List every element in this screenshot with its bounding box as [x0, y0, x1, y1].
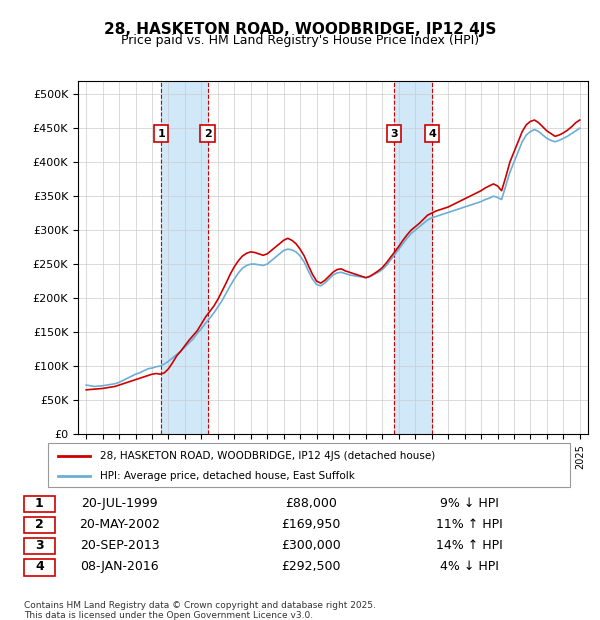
Text: 20-MAY-2002: 20-MAY-2002: [79, 518, 160, 531]
Text: 4% ↓ HPI: 4% ↓ HPI: [440, 560, 499, 574]
Text: 11% ↑ HPI: 11% ↑ HPI: [436, 518, 503, 531]
Text: 4: 4: [35, 560, 44, 574]
Text: 28, HASKETON ROAD, WOODBRIDGE, IP12 4JS (detached house): 28, HASKETON ROAD, WOODBRIDGE, IP12 4JS …: [100, 451, 436, 461]
Text: This data is licensed under the Open Government Licence v3.0.: This data is licensed under the Open Gov…: [24, 611, 313, 620]
Text: 28, HASKETON ROAD, WOODBRIDGE, IP12 4JS: 28, HASKETON ROAD, WOODBRIDGE, IP12 4JS: [104, 22, 496, 37]
Text: 9% ↓ HPI: 9% ↓ HPI: [440, 497, 499, 510]
Text: 20-SEP-2013: 20-SEP-2013: [80, 539, 160, 552]
Text: 4: 4: [428, 128, 436, 139]
Bar: [161, 81, 208, 434]
FancyBboxPatch shape: [23, 559, 55, 575]
Text: £300,000: £300,000: [281, 539, 341, 552]
Text: 14% ↑ HPI: 14% ↑ HPI: [436, 539, 503, 552]
Text: HPI: Average price, detached house, East Suffolk: HPI: Average price, detached house, East…: [100, 471, 355, 481]
Text: £169,950: £169,950: [281, 518, 341, 531]
FancyBboxPatch shape: [23, 517, 55, 533]
Text: £88,000: £88,000: [286, 497, 337, 510]
Text: 2: 2: [35, 518, 44, 531]
FancyBboxPatch shape: [48, 443, 570, 487]
FancyBboxPatch shape: [23, 538, 55, 554]
Text: 1: 1: [157, 128, 165, 139]
Text: £292,500: £292,500: [281, 560, 341, 574]
Bar: [394, 81, 432, 434]
Text: 08-JAN-2016: 08-JAN-2016: [80, 560, 159, 574]
Text: 3: 3: [391, 128, 398, 139]
Text: 20-JUL-1999: 20-JUL-1999: [81, 497, 158, 510]
Text: 3: 3: [35, 539, 44, 552]
Text: 2: 2: [204, 128, 212, 139]
Text: Contains HM Land Registry data © Crown copyright and database right 2025.: Contains HM Land Registry data © Crown c…: [24, 601, 376, 611]
Text: 1: 1: [35, 497, 44, 510]
FancyBboxPatch shape: [23, 496, 55, 512]
Text: Price paid vs. HM Land Registry's House Price Index (HPI): Price paid vs. HM Land Registry's House …: [121, 34, 479, 47]
